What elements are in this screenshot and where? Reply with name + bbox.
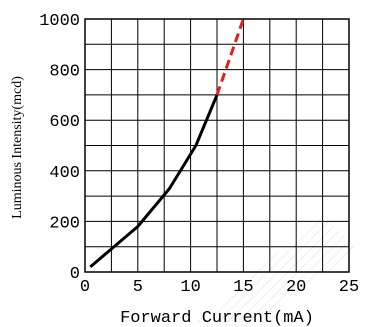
watermark (195, 215, 360, 327)
x-tick-label: 15 (233, 278, 253, 297)
y-tick-label: 1000 (39, 12, 80, 31)
x-tick-label: 5 (133, 278, 143, 297)
plot-frame (84, 18, 350, 273)
y-tick-label: 0 (70, 265, 80, 284)
y-axis-label: Luminous Intensity(mcd) (10, 76, 25, 219)
y-tick-labels: 0 200 400 600 800 1000 (39, 12, 80, 284)
x-tick-label: 10 (180, 278, 200, 297)
series-line-1 (89, 94, 219, 269)
y-tick-label: 600 (49, 113, 80, 132)
x-tick-label: 0 (80, 278, 90, 297)
x-axis-label: Forward Current(mA) (120, 309, 314, 327)
y-tick-label: 800 (49, 63, 80, 82)
series-line-2 (215, 18, 245, 96)
y-tick-label: 400 (49, 164, 80, 183)
axes (84, 18, 350, 273)
series-group (89, 18, 245, 269)
x-tick-label: 25 (339, 278, 359, 297)
x-tick-label: 20 (286, 278, 306, 297)
x-tick-labels: 0 5 10 15 20 25 (80, 278, 359, 297)
y-tick-label: 200 (49, 214, 80, 233)
